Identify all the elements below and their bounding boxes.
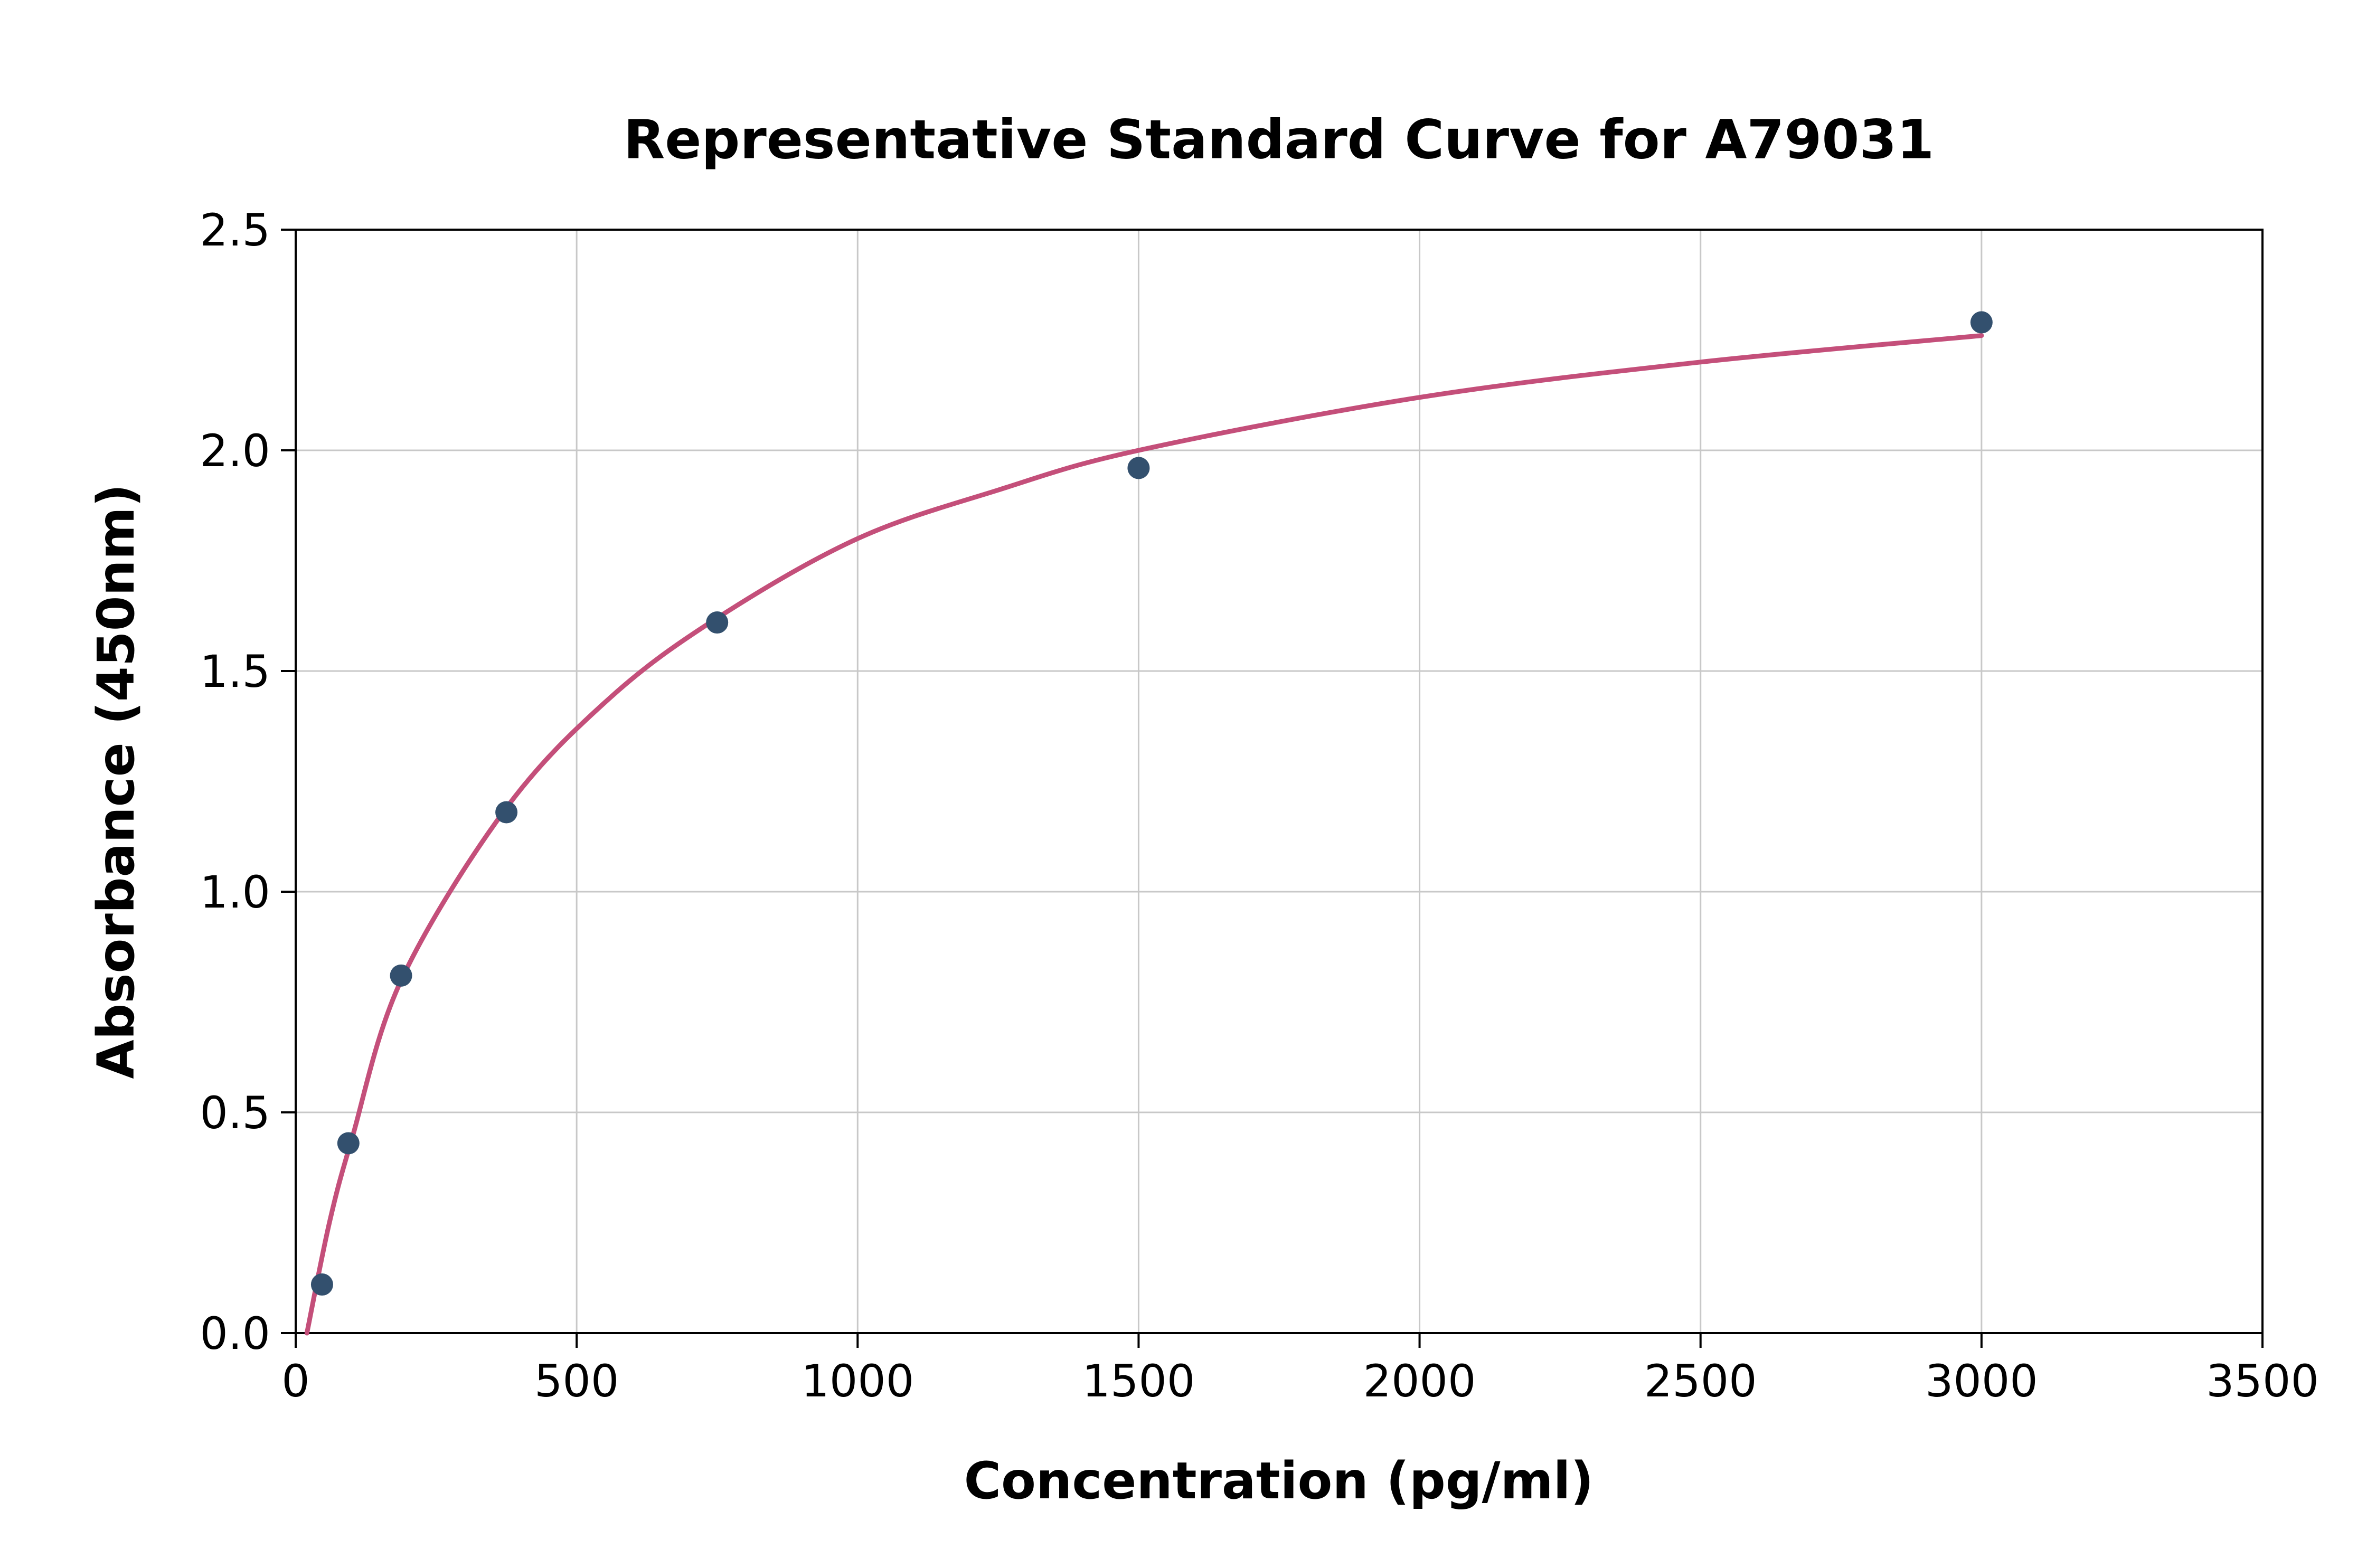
x-tick-label: 2500 xyxy=(1644,1355,1757,1407)
x-axis-label: Concentration (pg/ml) xyxy=(964,1451,1594,1510)
x-tick-label: 1500 xyxy=(1082,1355,1195,1407)
data-point xyxy=(310,1273,333,1296)
y-tick-label: 0.5 xyxy=(200,1087,270,1139)
chart-title: Representative Standard Curve for A79031 xyxy=(623,108,1935,172)
y-tick-label: 1.5 xyxy=(200,646,270,697)
data-point xyxy=(337,1132,360,1155)
y-tick-label: 2.0 xyxy=(200,425,270,477)
y-tick-label: 1.0 xyxy=(200,866,270,918)
fit-curve xyxy=(304,333,1984,1336)
data-point xyxy=(706,611,729,634)
data-point xyxy=(1127,457,1150,479)
x-tick-label: 2000 xyxy=(1363,1355,1476,1407)
plot-spines xyxy=(295,229,2264,1334)
x-tick-label: 3000 xyxy=(1925,1355,2038,1407)
x-tick-label: 0 xyxy=(281,1355,309,1407)
x-tick-label: 1000 xyxy=(801,1355,914,1407)
x-tick-label: 500 xyxy=(534,1355,619,1407)
data-point xyxy=(495,801,518,824)
y-tick-label: 0.0 xyxy=(200,1308,270,1359)
y-tick-label: 2.5 xyxy=(200,204,270,256)
x-tick-label: 3500 xyxy=(2206,1355,2319,1407)
data-point xyxy=(1970,311,1993,334)
data-point xyxy=(390,964,412,987)
